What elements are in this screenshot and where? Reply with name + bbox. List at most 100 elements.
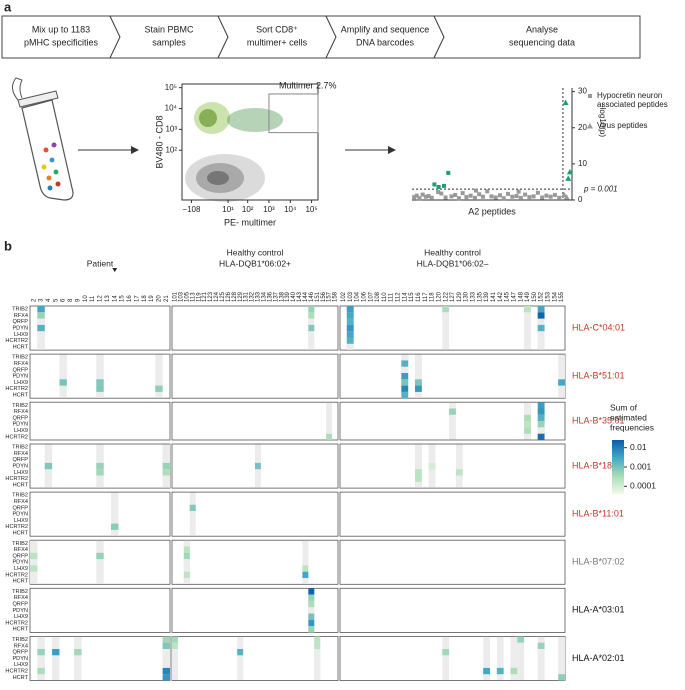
row-label: HCRTR2 — [5, 572, 28, 578]
column-label: 151 — [315, 291, 321, 302]
column-label: 125 — [220, 291, 226, 302]
column-label: 110 — [382, 292, 388, 302]
heatmap-panel — [171, 353, 339, 399]
column-label: 108 — [375, 291, 381, 302]
column-label: 124 — [214, 291, 220, 302]
heatmap-panel — [29, 587, 171, 633]
heatmap-cell — [37, 324, 45, 332]
heatmap-cell — [401, 391, 409, 399]
row-label: QRFP — [12, 505, 28, 511]
point — [460, 191, 465, 196]
heatmap-cell — [308, 306, 315, 313]
heatmap-stripe — [111, 492, 119, 536]
heatmap-stripe — [326, 402, 333, 440]
heatmap-panel — [29, 305, 171, 351]
heatmap-cell — [155, 385, 163, 392]
point — [453, 192, 458, 197]
heatmap-cell — [401, 373, 409, 380]
column-label: 141 — [491, 291, 497, 302]
heatmap-cell — [308, 324, 315, 332]
point — [436, 184, 441, 189]
column-label: 119 — [196, 292, 202, 302]
point — [485, 189, 490, 194]
heatmap-cell — [162, 469, 170, 476]
row-label: PDYN — [12, 374, 28, 380]
point — [417, 196, 422, 201]
heatmap-stripe — [237, 636, 244, 680]
row-label: PDYN — [12, 464, 28, 470]
column-label: 104 — [355, 291, 361, 302]
row-label: PDYN — [12, 560, 28, 566]
threshold-label: p = 0.001 — [583, 184, 618, 193]
allele-label: HLA-A*02:01 — [572, 653, 625, 663]
heatmap-stripe — [517, 636, 525, 680]
legend-label: Hypocretin neuron associated peptides — [597, 91, 668, 109]
column-label: 114 — [402, 292, 408, 302]
row-label: HCRT — [13, 675, 29, 681]
colorbar — [612, 440, 624, 494]
point — [566, 168, 573, 175]
heatmap-stripe — [537, 636, 545, 680]
point — [480, 194, 485, 199]
column-label: 135 — [477, 291, 483, 302]
column-label: 105 — [184, 291, 190, 302]
heatmap-cell — [96, 469, 104, 476]
heatmap-panel — [339, 636, 566, 681]
heatmap-cell — [537, 642, 545, 649]
group-title: HLA-DQB1*06:02– — [417, 258, 489, 268]
point — [493, 195, 498, 200]
column-label: 123 — [208, 291, 214, 302]
point — [540, 195, 545, 200]
column-label: 3 — [39, 298, 45, 302]
column-label: 146 — [309, 291, 315, 302]
point — [477, 192, 482, 197]
row-label: PDYN — [12, 326, 28, 332]
heatmap-stripe — [59, 354, 67, 398]
step-box — [433, 15, 641, 59]
point — [535, 190, 540, 195]
row-label: LHX9 — [14, 470, 28, 476]
heatmap-panel — [171, 636, 339, 681]
heatmap-cell — [255, 462, 261, 470]
column-label: 21 — [164, 295, 170, 302]
y-tick-label: 10³ — [165, 125, 177, 134]
heatmap-cell — [96, 552, 104, 560]
heatmap-panel — [171, 401, 339, 441]
point — [442, 183, 446, 188]
allele-label: HLA-B*11:01 — [572, 509, 624, 519]
column-label: 113 — [190, 292, 196, 302]
point — [527, 195, 532, 200]
group-title: HLA-DQB1*06:02+ — [219, 258, 291, 268]
legend-label: Virus peptides — [597, 121, 648, 130]
heatmap-cell — [37, 312, 45, 319]
column-label: 153 — [546, 291, 552, 302]
heatmap-stripe — [510, 636, 518, 680]
row-label: TRIB2 — [12, 637, 28, 643]
heatmap-cell — [517, 636, 525, 643]
column-label: 120 — [436, 291, 442, 302]
heatmap-cell — [237, 649, 244, 656]
point — [518, 195, 523, 200]
heatmap-cell — [74, 649, 82, 656]
heatmap-cell — [537, 408, 545, 415]
heatmap-panel — [29, 491, 171, 537]
row-label: QRFP — [12, 415, 28, 421]
point — [449, 194, 454, 199]
point — [531, 194, 536, 199]
row-label: HCRT — [13, 482, 29, 488]
colorbar-title: frequencies — [610, 422, 654, 432]
heatmap-cell — [37, 649, 45, 656]
heatmap-cell — [308, 626, 315, 633]
legend-marker — [588, 94, 592, 98]
step-text: Mix up to 1183 — [32, 24, 90, 34]
column-label: 140 — [291, 291, 297, 302]
point — [563, 194, 570, 200]
heatmap-stripe — [183, 540, 190, 584]
heatmap-cell — [537, 421, 545, 428]
column-label: 19 — [149, 295, 155, 302]
row-label: TRIB2 — [12, 493, 28, 499]
column-label: 122 — [443, 291, 449, 302]
heatmap-panel — [171, 491, 339, 537]
heatmap-cell — [442, 649, 450, 656]
heatmap-stripe — [172, 636, 178, 680]
